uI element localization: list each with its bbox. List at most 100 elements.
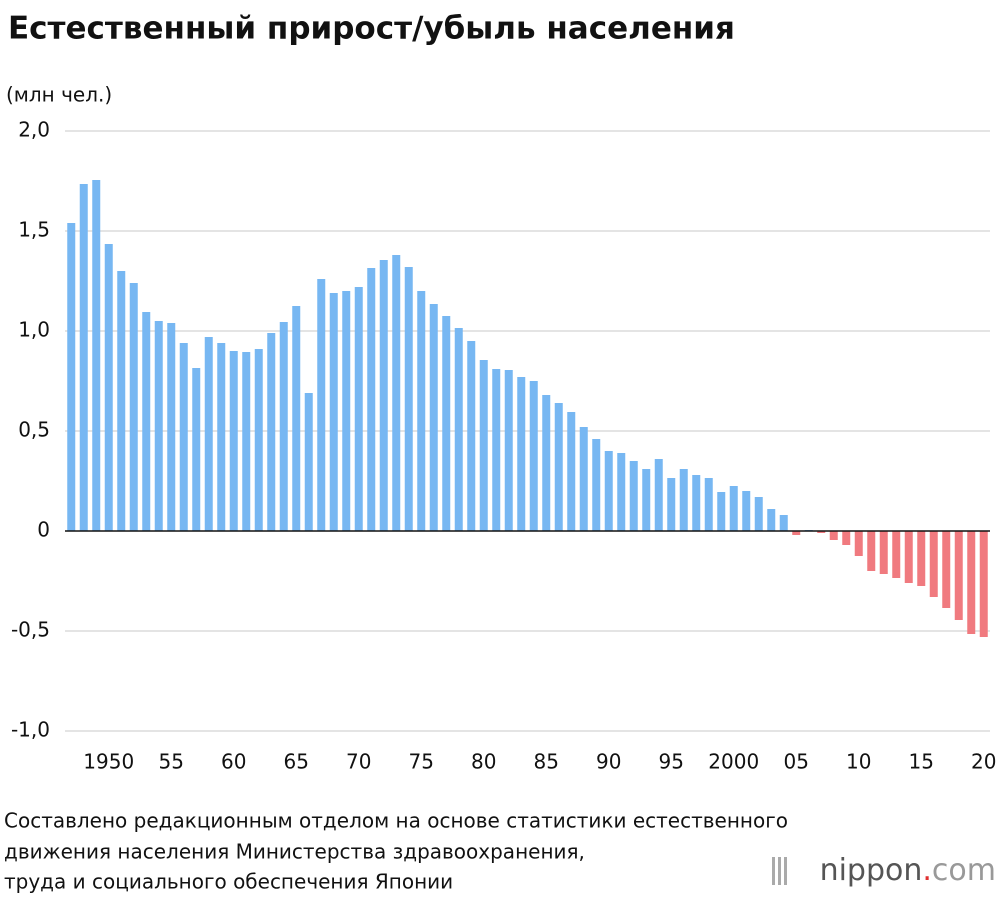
bar xyxy=(754,497,763,531)
bar xyxy=(817,531,826,533)
logo-part: nippon xyxy=(820,853,923,888)
bar xyxy=(954,531,963,620)
bar xyxy=(304,393,313,531)
bar xyxy=(629,461,638,531)
bar xyxy=(192,368,201,531)
y-tick-label: -0,5 xyxy=(11,618,50,642)
bar xyxy=(404,267,413,531)
bar xyxy=(154,321,163,531)
x-tick-label: 60 xyxy=(221,750,246,774)
bar xyxy=(517,377,526,531)
logo-part: com xyxy=(932,853,996,888)
bar xyxy=(567,412,576,531)
y-axis-label: (млн чел.) xyxy=(6,83,112,107)
bar xyxy=(229,351,238,531)
bar xyxy=(854,531,863,556)
bar xyxy=(379,260,388,531)
bar xyxy=(267,333,276,531)
bar xyxy=(204,337,213,531)
bar xyxy=(692,475,701,531)
bar xyxy=(417,291,426,531)
logo-bar xyxy=(778,857,781,885)
bar xyxy=(142,312,151,531)
bar xyxy=(929,531,938,597)
bar xyxy=(67,223,76,531)
bar xyxy=(279,322,288,531)
bar xyxy=(317,279,326,531)
bar xyxy=(392,255,401,531)
bar xyxy=(904,531,913,583)
bar xyxy=(917,531,926,586)
x-tick-label: 70 xyxy=(346,750,371,774)
bar xyxy=(967,531,976,634)
x-tick-label: 80 xyxy=(471,750,496,774)
x-tick-label: 1950 xyxy=(83,750,134,774)
y-tick-label: 1,5 xyxy=(18,218,50,242)
bar xyxy=(242,352,251,531)
bar xyxy=(342,291,351,531)
bar xyxy=(892,531,901,578)
bar xyxy=(217,343,226,531)
source-line: труда и социального обеспечения Японии xyxy=(4,870,453,894)
logo-bar xyxy=(772,857,775,885)
x-tick-label: 90 xyxy=(596,750,621,774)
bar xyxy=(767,509,776,531)
source-line: Составлено редакционным отделом на основ… xyxy=(4,809,788,833)
bar xyxy=(829,531,838,540)
bar xyxy=(942,531,951,608)
logo-dot: . xyxy=(922,853,932,888)
bar xyxy=(254,349,263,531)
bar xyxy=(292,306,301,531)
bar xyxy=(329,293,338,531)
bar xyxy=(654,459,663,531)
bar xyxy=(592,439,601,531)
bar xyxy=(167,323,176,531)
bar xyxy=(367,268,376,531)
bar xyxy=(454,328,463,531)
x-tick-label: 15 xyxy=(909,750,934,774)
y-tick-label: 0 xyxy=(37,518,50,542)
bar xyxy=(792,531,801,535)
bar xyxy=(979,531,988,637)
bar xyxy=(79,184,88,531)
bar xyxy=(529,381,538,531)
chart-title: Естественный прирост/убыль населения xyxy=(8,11,735,47)
x-tick-label: 65 xyxy=(284,750,309,774)
bar xyxy=(779,515,788,531)
x-tick-label: 55 xyxy=(159,750,184,774)
bar xyxy=(354,287,363,531)
bar xyxy=(554,403,563,531)
bar xyxy=(492,369,501,531)
logo-text: nippon.com xyxy=(820,853,996,888)
y-tick-label: 1,0 xyxy=(18,318,50,342)
bar xyxy=(467,341,476,531)
bar xyxy=(479,360,488,531)
bar xyxy=(842,531,851,545)
x-tick-label: 85 xyxy=(534,750,559,774)
bar xyxy=(579,427,588,531)
bar xyxy=(729,486,738,531)
bar xyxy=(742,491,751,531)
x-tick-label: 05 xyxy=(784,750,809,774)
y-tick-label: 2,0 xyxy=(18,118,50,142)
bar xyxy=(679,469,688,531)
bar xyxy=(92,180,101,531)
logo: nippon.com xyxy=(772,853,996,888)
y-tick-label: -1,0 xyxy=(11,718,50,742)
y-tick-label: 0,5 xyxy=(18,418,50,442)
source-line: движения населения Министерства здравоох… xyxy=(4,840,585,864)
x-tick-label: 75 xyxy=(409,750,434,774)
logo-bar xyxy=(784,857,787,885)
bar xyxy=(617,453,626,531)
bar xyxy=(667,478,676,531)
x-tick-label: 95 xyxy=(659,750,684,774)
bar xyxy=(117,271,126,531)
bar xyxy=(542,395,551,531)
x-tick-label: 10 xyxy=(846,750,871,774)
x-tick-label: 2000 xyxy=(708,750,759,774)
bar xyxy=(504,370,513,531)
x-tick-label: 20 xyxy=(971,750,996,774)
bar xyxy=(604,451,613,531)
bar xyxy=(704,478,713,531)
